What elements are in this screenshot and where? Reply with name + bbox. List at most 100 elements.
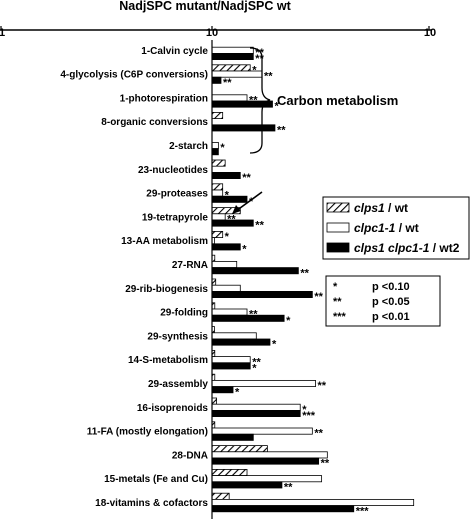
arrow-line [235,191,263,212]
bar-white [211,451,328,459]
significance-label: * [225,231,230,243]
bar-hatched [211,445,268,453]
bar-group: 28-DNA ** [172,445,330,470]
bar-black [211,53,254,61]
bar-black [211,433,254,441]
carbon-metabolism-label: Carbon metabolism [277,93,398,108]
bar-group: 29-assembly *** [148,373,327,398]
bar-hatched [211,112,224,120]
bar-black [211,409,301,417]
significance-label: ** [249,95,258,107]
bar-black [211,338,271,346]
x-tick-label: 10 [206,27,218,39]
bar-group: 23-nucleotides ** [138,159,252,184]
significance-label: ** [314,428,323,440]
bar-white [211,427,313,435]
significance-label: * [302,404,307,416]
significance-label: * [274,101,279,113]
bar-white [211,70,263,78]
bar-group: 4-glycolysis (C6P conversions) ***** [60,64,273,89]
bar-black [211,314,285,322]
category-label: 15-metals (Fe and Cu) [104,474,208,485]
category-label: 27-RNA [172,260,208,271]
bar-hatched [211,492,230,500]
legend-swatch-hatched [326,202,350,213]
bar-black [211,386,234,394]
bar-group: 16-isoprenoids **** [137,397,316,422]
bar-black [211,219,254,227]
bar-group: 2-starch * [169,141,225,156]
bar-group: 15-metals (Fe and Cu) ** [104,468,323,494]
key-symbol: ** [333,296,342,308]
bar-black [211,243,241,251]
bar-white [211,308,248,316]
category-label: 29-assembly [148,379,208,390]
bar-black [211,195,248,203]
legend: clps1 / wt clpc1-1 / wt clps1 clpc1-1 / … [322,196,470,260]
category-label: 1-photorespiration [120,93,208,104]
significance-label: ** [227,214,236,226]
significance-label: ** [264,71,273,83]
arrow-head [232,205,241,214]
legend-swatch-white [326,222,350,233]
bar-black [211,290,313,298]
significance-label: * [220,142,225,154]
bar-group: 13-AA metabolism * * [121,230,247,256]
significance-label: ** [255,47,264,59]
bar-white [211,356,251,364]
bar-group: 29-proteases * * [146,183,254,208]
category-label: 16-isoprenoids [137,403,209,414]
category-label: 18-vitamins & cofactors [95,498,208,509]
bar-group: 8-organic conversions ** [101,112,286,137]
category-label: 29-folding [160,308,208,319]
key-text: p <0.05 [372,296,410,308]
bar-hatched [211,64,251,72]
carbon-metabolism-bracket: Carbon metabolism [249,47,398,154]
bar-hatched [211,159,226,167]
category-label: 14-S-metabolism [128,355,208,366]
key-text: p <0.10 [372,281,410,293]
category-label: 29-synthesis [147,331,208,342]
x-tick-label: 1 [0,27,5,39]
bar-white [211,475,323,483]
bar-black [211,148,219,156]
bar-black [211,171,241,179]
legend-entry-clpc1: clpc1-1 / wt [326,221,419,235]
legend-entry-clps1: clps1 / wt [326,201,408,215]
category-label: 13-AA metabolism [121,236,208,247]
category-label: 29-proteases [146,189,208,200]
significance-label: * [249,196,254,208]
category-label: 11-FA (mostly elongation) [87,427,208,438]
significance-label: * [235,386,240,398]
bar-black [211,481,283,489]
bracket-shape [249,47,271,154]
key-symbol: *** [333,311,347,323]
category-label: 1-Calvin cycle [141,46,208,57]
bar-white [211,260,238,268]
bar-group: 11-FA (mostly elongation) ** [87,421,324,441]
legend-entry-double-mutant: clps1 clpc1-1 / wt2 [326,241,460,255]
legend-label: clps1 clpc1-1 / wt2 [354,241,460,255]
bar-white [211,379,316,387]
significance-label: ** [314,291,323,303]
bar-black [211,124,276,132]
category-label: 28-DNA [172,450,208,461]
significance-label: * [286,315,291,327]
significance-label: * [242,244,247,256]
bar-group: 1-Calvin cycle **** [141,46,264,65]
significance-label: ** [223,77,232,89]
significance-label: * [252,363,257,375]
x-axis: 1 10 10 [0,26,436,39]
bar-white [211,332,257,340]
bar-hatched [211,230,224,238]
significance-label: * [225,190,230,202]
category-label: 4-glycolysis (C6P conversions) [60,70,208,81]
category-label: 2-starch [169,141,208,152]
significance-label: ** [252,356,261,368]
bar-black [211,362,251,370]
bar-white [211,284,241,292]
legend-label: clps1 / wt [354,201,408,215]
bar-black [211,76,222,84]
bar-group: 18-vitamins & cofactors *** [95,492,415,517]
